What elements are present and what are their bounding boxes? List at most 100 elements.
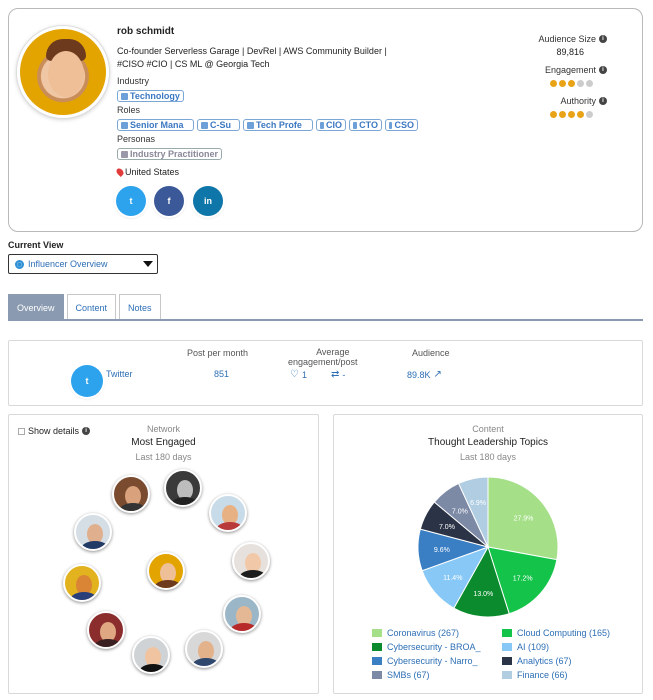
facebook-button[interactable]: f <box>154 186 184 216</box>
rating-dot <box>568 80 575 87</box>
audience-header: Audience <box>412 348 450 358</box>
legend-swatch <box>372 670 382 679</box>
pie-slice-label: 9.6% <box>434 547 450 554</box>
network-avatar[interactable] <box>232 542 270 580</box>
network-avatar[interactable] <box>185 630 223 668</box>
network-avatar[interactable] <box>164 469 202 507</box>
platform-name[interactable]: Twitter <box>106 369 133 379</box>
role-tag[interactable]: Tech Profe <box>243 119 313 131</box>
legend-item[interactable]: Analytics (67) <box>502 654 632 667</box>
avatar <box>17 26 109 118</box>
legend-item[interactable]: Cloud Computing (165) <box>502 626 632 639</box>
legend-item[interactable]: Coronavirus (267) <box>372 626 502 639</box>
network-avatar[interactable] <box>147 552 185 590</box>
folder-icon <box>121 121 128 129</box>
tab-content[interactable]: Content <box>66 294 117 320</box>
info-icon[interactable]: i <box>599 97 607 105</box>
view-select[interactable]: Influencer Overview <box>8 254 158 274</box>
heart-icon: ♡ <box>290 369 299 380</box>
linkedin-button[interactable]: in <box>193 186 223 216</box>
legend-label: AI (109) <box>517 641 550 652</box>
location-pin-icon <box>115 167 125 177</box>
pie-slice[interactable] <box>457 476 489 548</box>
avg-engagement-header: Average engagement/post <box>288 347 358 367</box>
twitter-icon[interactable]: t <box>71 365 103 397</box>
twitter-icon: t <box>129 196 133 206</box>
legend-item[interactable]: Cybersecurity - BROA_ <box>372 640 502 653</box>
network-avatar[interactable] <box>112 475 150 513</box>
network-avatar[interactable] <box>74 513 112 551</box>
authority-label: Authority i <box>560 96 607 106</box>
legend-label: SMBs (67) <box>387 669 430 680</box>
role-tag[interactable]: C-Su <box>197 119 240 131</box>
info-icon[interactable]: i <box>82 427 91 435</box>
rating-dot <box>550 80 557 87</box>
authority-rating <box>550 111 593 118</box>
audience-value: 89.8K ↗ <box>407 369 442 380</box>
twitter-button[interactable]: t <box>116 186 146 216</box>
persona-tags: Industry Practitioner <box>117 148 223 160</box>
retweet-icon: ⇄ <box>331 369 340 380</box>
bio-line-2: #CISO #CIO | CS ML @ Georgia Tech <box>117 59 270 69</box>
pie-slice[interactable] <box>453 545 510 618</box>
facebook-icon: f <box>167 196 171 206</box>
folder-icon <box>320 121 324 129</box>
rating-dot <box>559 111 566 118</box>
network-avatar[interactable] <box>132 636 170 674</box>
info-icon[interactable]: i <box>599 35 607 43</box>
pie-slice[interactable] <box>487 476 559 561</box>
pie-slice-label: 27.9% <box>514 515 534 522</box>
legend-swatch <box>502 656 512 665</box>
folder-icon <box>121 150 128 158</box>
legend-item[interactable]: Cybersecurity - Narro_ <box>372 654 502 667</box>
rating-dot <box>568 111 575 118</box>
pie-slice[interactable] <box>487 546 558 615</box>
trend-chart-icon[interactable]: ↗ <box>433 369 442 380</box>
tab-overview[interactable]: Overview <box>8 294 64 320</box>
content-title: Thought Leadership Topics <box>428 437 548 448</box>
personas-label: Personas <box>117 134 156 144</box>
show-details-toggle[interactable]: Show details i <box>18 426 91 436</box>
platform-stats: t Twitter Post per month Average engagem… <box>8 340 643 406</box>
profile-card: rob schmidt Co-founder Serverless Garage… <box>8 8 643 232</box>
pie-legend: Coronavirus (267) Cloud Computing (165) Cy… <box>372 626 632 681</box>
network-avatar[interactable] <box>223 595 261 633</box>
content-subtitle: Last 180 days <box>459 452 517 462</box>
pie-slice-label: 13.0% <box>473 591 493 598</box>
role-tag[interactable]: CTO <box>349 119 382 131</box>
network-subtitle: Last 180 days <box>135 452 192 462</box>
legend-label: Cybersecurity - BROA_ <box>387 641 481 652</box>
location: United States <box>115 167 179 177</box>
legend-label: Cybersecurity - Narro_ <box>387 655 478 666</box>
legend-item[interactable]: AI (109) <box>502 640 632 653</box>
bio-line-1: Co-founder Serverless Garage | DevRel | … <box>117 46 387 56</box>
show-details-checkbox[interactable] <box>18 427 25 435</box>
content-panel: Content Thought Leadership Topics Last 1… <box>333 414 643 694</box>
legend-swatch <box>502 628 512 637</box>
network-avatar[interactable] <box>87 611 125 649</box>
tab-notes[interactable]: Notes <box>119 294 161 320</box>
pie-slice-label: 17.2% <box>513 576 533 583</box>
network-avatar[interactable] <box>209 494 247 532</box>
legend-swatch <box>372 656 382 665</box>
legend-item[interactable]: Finance (66) <box>502 668 632 681</box>
pie-slice-label: 11.4% <box>443 575 462 582</box>
role-tag[interactable]: CSO <box>385 119 418 131</box>
industry-tag[interactable]: Technology <box>117 90 184 102</box>
persona-tag[interactable]: Industry Practitioner <box>117 148 223 160</box>
network-title: Most Engaged <box>131 437 196 448</box>
legend-label: Coronavirus (267) <box>387 627 460 638</box>
rating-dot <box>586 111 593 118</box>
legend-label: Finance (66) <box>517 669 568 680</box>
retweets-value: ⇄ - <box>331 369 346 380</box>
folder-icon <box>121 92 128 100</box>
role-tag[interactable]: CIO <box>316 119 346 131</box>
role-tag[interactable]: Senior Mana <box>117 119 194 131</box>
legend-swatch <box>372 628 382 637</box>
info-icon[interactable]: i <box>599 66 607 74</box>
engagement-label: Engagement i <box>545 65 607 75</box>
legend-item[interactable]: SMBs (67) <box>372 668 502 681</box>
rating-dot <box>559 80 566 87</box>
network-avatar[interactable] <box>63 564 101 602</box>
tab-bar: Overview Content Notes <box>8 294 161 320</box>
